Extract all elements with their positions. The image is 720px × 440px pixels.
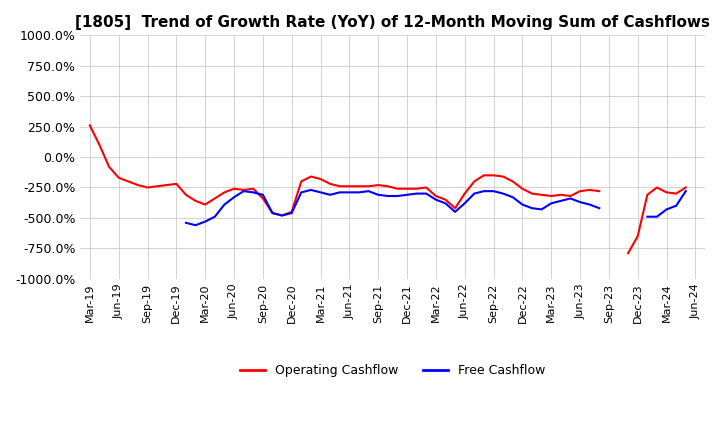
Operating Cashflow bbox=[470, 179, 479, 184]
Line: Free Cashflow: Free Cashflow bbox=[186, 190, 685, 225]
Line: Operating Cashflow: Operating Cashflow bbox=[90, 125, 685, 253]
Free Cashflow bbox=[336, 190, 344, 195]
Legend: Operating Cashflow, Free Cashflow: Operating Cashflow, Free Cashflow bbox=[235, 359, 551, 382]
Free Cashflow bbox=[422, 191, 431, 196]
Operating Cashflow bbox=[336, 183, 344, 189]
Operating Cashflow bbox=[422, 185, 431, 190]
Title: [1805]  Trend of Growth Rate (YoY) of 12-Month Moving Sum of Cashflows: [1805] Trend of Growth Rate (YoY) of 12-… bbox=[75, 15, 710, 30]
Operating Cashflow bbox=[163, 183, 171, 188]
Operating Cashflow bbox=[480, 172, 488, 178]
Operating Cashflow bbox=[86, 123, 94, 128]
Operating Cashflow bbox=[384, 183, 392, 189]
Free Cashflow bbox=[480, 188, 488, 194]
Free Cashflow bbox=[470, 191, 479, 196]
Free Cashflow bbox=[384, 193, 392, 198]
